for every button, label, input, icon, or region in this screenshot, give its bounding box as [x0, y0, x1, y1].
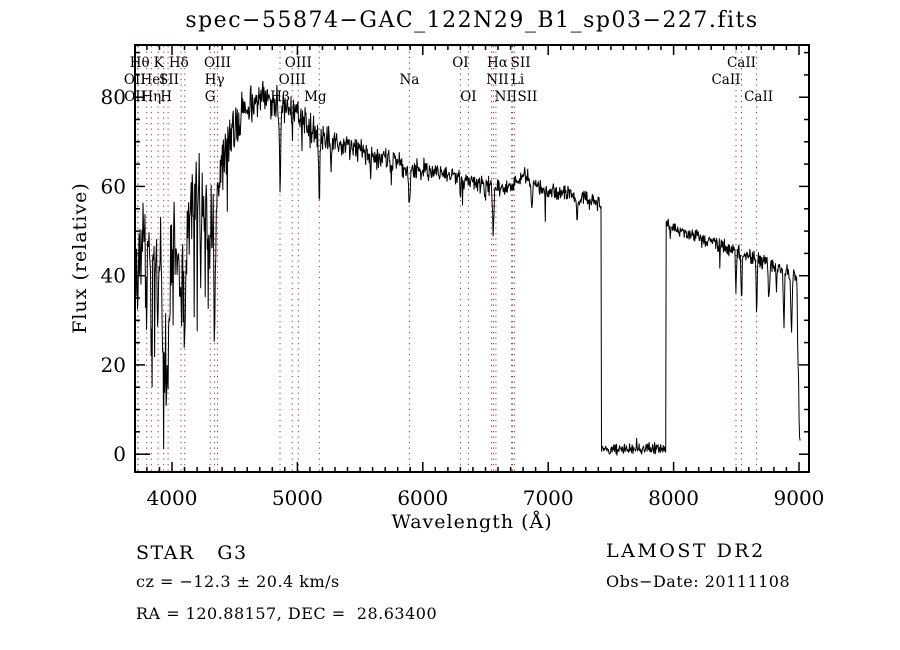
object-class-label: STAR G3 — [136, 542, 248, 564]
spectral-line-label: SII — [517, 89, 537, 105]
y-tick-label: 20 — [101, 353, 126, 377]
spectral-line-label: CaII — [711, 72, 740, 88]
spectral-line-label: CaII — [744, 89, 773, 105]
y-tick-label: 0 — [113, 442, 126, 466]
spectral-line-label: SII — [511, 55, 531, 71]
spectral-line-label: SII — [159, 72, 179, 88]
obs-date-label: Obs−Date: 20111108 — [606, 572, 791, 591]
x-tick-label: 7000 — [523, 486, 574, 510]
spectral-line-label: OIII — [285, 55, 312, 71]
spectral-line-label: NII — [486, 72, 508, 88]
spectral-line-label: Na — [399, 72, 419, 88]
x-axis-title: Wavelength (Å) — [391, 511, 553, 533]
spectral-line-label: K — [154, 55, 165, 71]
x-tick-label: 4000 — [147, 486, 198, 510]
plot-frame — [134, 44, 810, 473]
spectral-line-label: Hδ — [169, 55, 189, 71]
x-tick-label: 5000 — [272, 486, 323, 510]
page-title: spec−55874−GAC_122N29_B1_sp03−227.fits — [185, 8, 759, 33]
x-tick-label: 9000 — [774, 486, 825, 510]
spectral-line-label: Hθ — [130, 55, 150, 71]
y-tick-label: 80 — [101, 85, 126, 109]
spectral-line-label: Hβ — [270, 89, 290, 105]
spectral-line-label: Hγ — [205, 72, 225, 88]
spectral-line-label: HeI — [141, 72, 166, 88]
x-tick-label: 8000 — [648, 486, 699, 510]
survey-label: LAMOST DR2 — [606, 540, 766, 562]
radial-velocity-label: cz = −12.3 ± 20.4 km/s — [136, 572, 340, 591]
spectral-line-label: OI — [452, 55, 468, 71]
spectral-line-label: H — [160, 89, 172, 105]
x-tick-label: 6000 — [397, 486, 448, 510]
spectrum-curve — [134, 80, 801, 456]
spectral-line-label: OII — [124, 89, 146, 105]
spectral-line-label: G — [205, 89, 216, 105]
spectral-line-label: OIII — [204, 55, 231, 71]
spectral-line-label: CaII — [727, 55, 756, 71]
spectral-line-label: Hη — [141, 89, 161, 105]
spectral-line-label: NII — [495, 89, 517, 105]
spectral-line-label: OI — [460, 89, 476, 105]
spectral-line-label: Mg — [304, 89, 327, 105]
spectral-line-label: OII — [124, 72, 146, 88]
spectral-line-label: OIII — [279, 72, 306, 88]
ra-dec-label: RA = 120.88157, DEC = 28.63400 — [136, 604, 438, 623]
y-tick-label: 40 — [101, 264, 126, 288]
spectral-line-label: Hα — [487, 55, 508, 71]
spectral-line-label: Li — [511, 72, 525, 88]
y-tick-label: 60 — [101, 174, 126, 198]
